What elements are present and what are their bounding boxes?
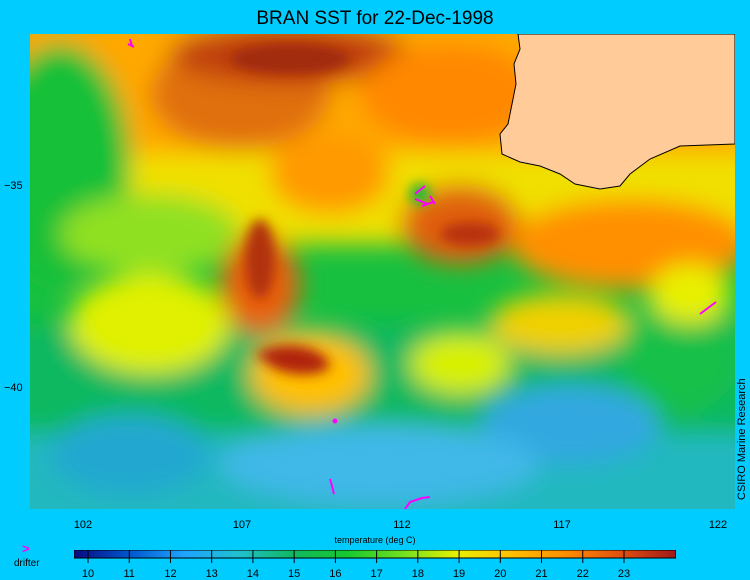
colorbar-tick-label: 15 bbox=[288, 568, 301, 580]
drifter-legend-label: drifter bbox=[14, 558, 40, 569]
colorbar-tick-label: 17 bbox=[370, 568, 383, 580]
colorbar-tick-label: 18 bbox=[411, 568, 424, 580]
colorbar-tick-label: 16 bbox=[329, 568, 342, 580]
land-mass bbox=[499, 34, 735, 190]
colorbar-tick-label: 20 bbox=[494, 568, 507, 580]
sst-field bbox=[30, 34, 735, 509]
x-tick-label: 102 bbox=[73, 519, 93, 531]
colorbar-tick-label: 22 bbox=[576, 568, 589, 580]
colorbar-tick-label: 13 bbox=[205, 568, 218, 580]
y-tick-label: −40 bbox=[4, 382, 23, 394]
colorbar-label: temperature (deg C) bbox=[334, 535, 416, 545]
sst-map[interactable] bbox=[30, 34, 735, 509]
x-tick-label: 107 bbox=[232, 519, 252, 531]
colorbar-tick-label: 21 bbox=[535, 568, 548, 580]
drifter-legend-symbol: > bbox=[22, 541, 30, 556]
colorbar-tick-label: 23 bbox=[617, 568, 631, 580]
x-tick-label: 117 bbox=[553, 519, 571, 531]
y-tick-label: −35 bbox=[4, 180, 23, 192]
credit-text: CSIRO Marine Research bbox=[736, 378, 748, 500]
colorbar-tick-label: 14 bbox=[246, 568, 260, 580]
drifter-tracks bbox=[127, 38, 717, 509]
x-tick-label: 122 bbox=[708, 519, 728, 531]
colorbar-tick-label: 12 bbox=[164, 568, 177, 580]
map-title: BRAN SST for 22-Dec-1998 bbox=[256, 8, 494, 29]
colorbar-tick-label: 10 bbox=[81, 568, 95, 580]
x-tick-label: 112 bbox=[393, 519, 411, 531]
colorbar-tick-label: 19 bbox=[452, 568, 466, 580]
colorbar-tick-label: 11 bbox=[123, 568, 135, 580]
